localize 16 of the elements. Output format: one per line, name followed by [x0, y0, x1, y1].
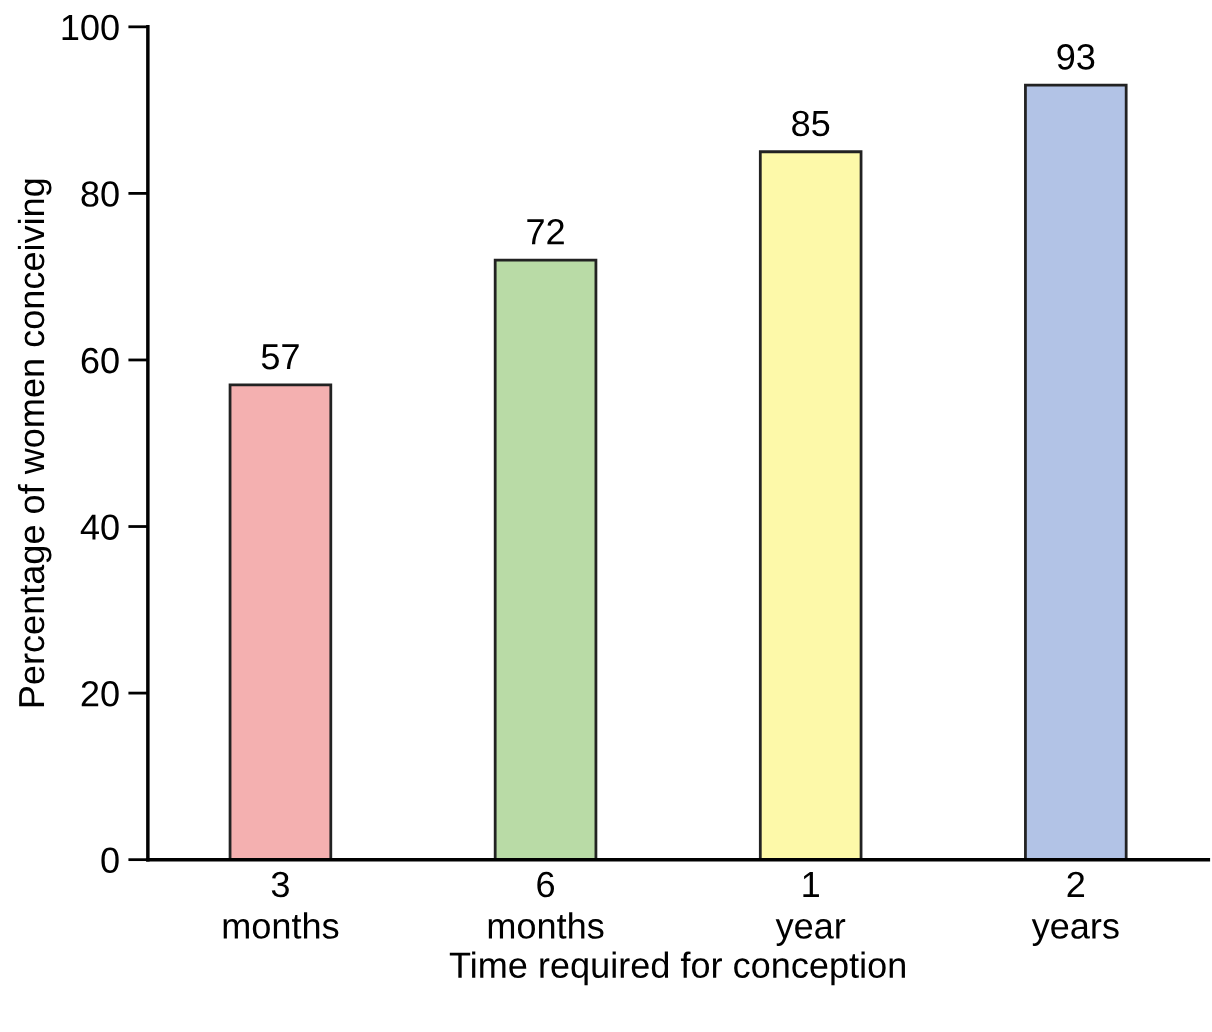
y-axis-title: Percentage of women conceiving: [17, 179, 52, 707]
x-axis-title: Time required for conception: [449, 951, 905, 986]
y-tick-label: 40: [80, 514, 119, 540]
data-label: 57: [261, 344, 299, 370]
data-label: 93: [1057, 44, 1095, 70]
y-tick-label: 100: [62, 14, 119, 41]
x-tick-label: 2 years: [1031, 871, 1119, 946]
data-label: 85: [792, 110, 830, 137]
x-tick-label: 6 months: [488, 871, 604, 939]
y-tick-label: 80: [81, 181, 119, 207]
x-tick-label: 3 months: [223, 871, 339, 939]
y-tick-label: 20: [81, 680, 119, 707]
x-tick-label: 1 year: [775, 872, 846, 946]
y-tick-label: 0: [101, 847, 119, 874]
y-tick-label: 60: [81, 347, 119, 374]
data-label: 72: [527, 218, 564, 245]
